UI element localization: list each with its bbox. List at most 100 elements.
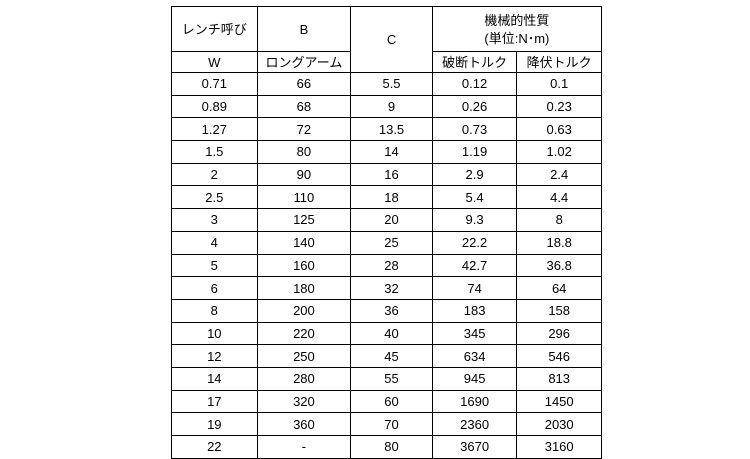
cell-yield-torque: 64	[516, 276, 602, 300]
header-unit: (単位:N･m)	[484, 30, 550, 46]
header-break-torque: 破断トルク	[431, 51, 518, 73]
cell-w: 1.27	[171, 117, 258, 142]
table-row: 1.5 80 14 1.19 1.02	[171, 140, 602, 164]
cell-break-torque: 5.4	[431, 185, 518, 210]
cell-w: 0.89	[171, 94, 258, 119]
cell-w: 2	[171, 162, 258, 187]
cell-break-torque: 22.2	[431, 230, 518, 255]
cell-c: 80	[350, 435, 433, 459]
table-row: 22-80 3670 3160	[171, 435, 602, 459]
cell-yield-torque: 546	[516, 344, 602, 368]
cell-b: 180	[256, 276, 352, 300]
cell-b: 250	[256, 344, 352, 368]
header-w: W	[171, 51, 258, 73]
cell-b: 68	[256, 94, 352, 119]
cell-break-torque: 74	[431, 276, 518, 300]
cell-break-torque: 0.26	[431, 94, 518, 119]
table-row: 10 220 40 345 296	[171, 321, 602, 346]
cell-break-torque: 2360	[431, 412, 518, 436]
cell-b: 90	[256, 162, 352, 187]
header-c: C	[350, 6, 433, 73]
cell-w: 4	[171, 230, 258, 255]
cell-yield-torque: 2.4	[516, 162, 602, 187]
cell-w: 5	[171, 253, 258, 278]
cell-yield-torque: 8	[516, 208, 602, 232]
header-wrench: レンチ呼び	[171, 6, 258, 52]
cell-break-torque: 2.9	[431, 162, 518, 187]
cell-yield-torque: 1.02	[516, 140, 602, 164]
cell-yield-torque: 2030	[516, 412, 602, 436]
table-row: 0.89 68 9 0.26 0.23	[171, 94, 602, 119]
cell-w: 17	[171, 389, 258, 414]
cell-c: 25	[350, 230, 433, 255]
cell-c: 16	[350, 162, 433, 187]
cell-c: 9	[350, 94, 433, 119]
cell-b: 140	[256, 230, 352, 255]
cell-c: 18	[350, 185, 433, 210]
cell-b: 320	[256, 389, 352, 414]
cell-c: 13.5	[350, 117, 433, 142]
cell-break-torque: 42.7	[431, 253, 518, 278]
cell-c: 36	[350, 298, 433, 323]
cell-break-torque: 0.73	[431, 117, 518, 142]
cell-w: 2.5	[171, 185, 258, 210]
cell-b: 360	[256, 412, 352, 436]
cell-c: 14	[350, 140, 433, 164]
table-row: 19 360 70 2360 2030	[171, 412, 602, 436]
cell-c: 28	[350, 253, 433, 278]
cell-w: 10	[171, 321, 258, 346]
table-row: 5 160 28 42.7 36.8	[171, 253, 602, 278]
cell-yield-torque: 3160	[516, 435, 602, 459]
header-row-2: W ロングアーム 破断トルク 降伏トルク	[171, 51, 602, 73]
cell-w: 0.71	[171, 72, 258, 96]
cell-yield-torque: 4.4	[516, 185, 602, 210]
header-mechanical-properties: 機械的性質 (単位:N･m)	[431, 6, 603, 52]
cell-b: 125	[256, 208, 352, 232]
cell-break-torque: 634	[431, 344, 518, 368]
cell-c: 55	[350, 366, 433, 391]
cell-yield-torque: 1450	[516, 389, 602, 414]
cell-yield-torque: 813	[516, 366, 602, 391]
cell-break-torque: 3670	[431, 435, 518, 459]
cell-break-torque: 183	[431, 298, 518, 323]
cell-w: 8	[171, 298, 258, 323]
cell-w: 6	[171, 276, 258, 300]
cell-b: 280	[256, 366, 352, 391]
cell-b: 200	[256, 298, 352, 323]
cell-w: 22	[171, 435, 258, 459]
spec-table: レンチ呼び B C 機械的性質 (単位:N･m) W ロングアーム 破断トルク …	[171, 6, 603, 459]
cell-yield-torque: 158	[516, 298, 602, 323]
table-row: 2 90 16 2.9 2.4	[171, 162, 602, 187]
cell-w: 12	[171, 344, 258, 368]
table-row: 1.27 72 13.5 0.73 0.63	[171, 117, 602, 142]
header-row-1: レンチ呼び B C 機械的性質 (単位:N･m)	[171, 6, 603, 73]
cell-w: 14	[171, 366, 258, 391]
table-row: 0.71 66 5.5 0.12 0.1	[171, 72, 602, 96]
cell-break-torque: 345	[431, 321, 518, 346]
cell-c: 45	[350, 344, 433, 368]
cell-break-torque: 9.3	[431, 208, 518, 232]
cell-c: 20	[350, 208, 433, 232]
cell-c: 70	[350, 412, 433, 436]
cell-c: 5.5	[350, 72, 433, 96]
cell-yield-torque: 0.63	[516, 117, 602, 142]
cell-b: 110	[256, 185, 352, 210]
table-row: 17 320 60 1690 1450	[171, 389, 602, 414]
cell-yield-torque: 0.23	[516, 94, 602, 119]
cell-c: 60	[350, 389, 433, 414]
cell-b: 220	[256, 321, 352, 346]
cell-yield-torque: 296	[516, 321, 602, 346]
cell-b: 160	[256, 253, 352, 278]
header-long-arm: ロングアーム	[256, 51, 352, 73]
table-row: 3 125 20 9.3 8	[171, 208, 602, 232]
cell-break-torque: 1.19	[431, 140, 518, 164]
cell-w: 19	[171, 412, 258, 436]
table-row: 2.5 110 18 5.4 4.4	[171, 185, 602, 210]
header-yield-torque: 降伏トルク	[516, 51, 602, 73]
cell-break-torque: 945	[431, 366, 518, 391]
cell-w: 3	[171, 208, 258, 232]
cell-yield-torque: 18.8	[516, 230, 602, 255]
table-row: 8 200 36 183 158	[171, 298, 602, 323]
table-row: 6 180 32 74 64	[171, 276, 602, 300]
cell-yield-torque: 36.8	[516, 253, 602, 278]
